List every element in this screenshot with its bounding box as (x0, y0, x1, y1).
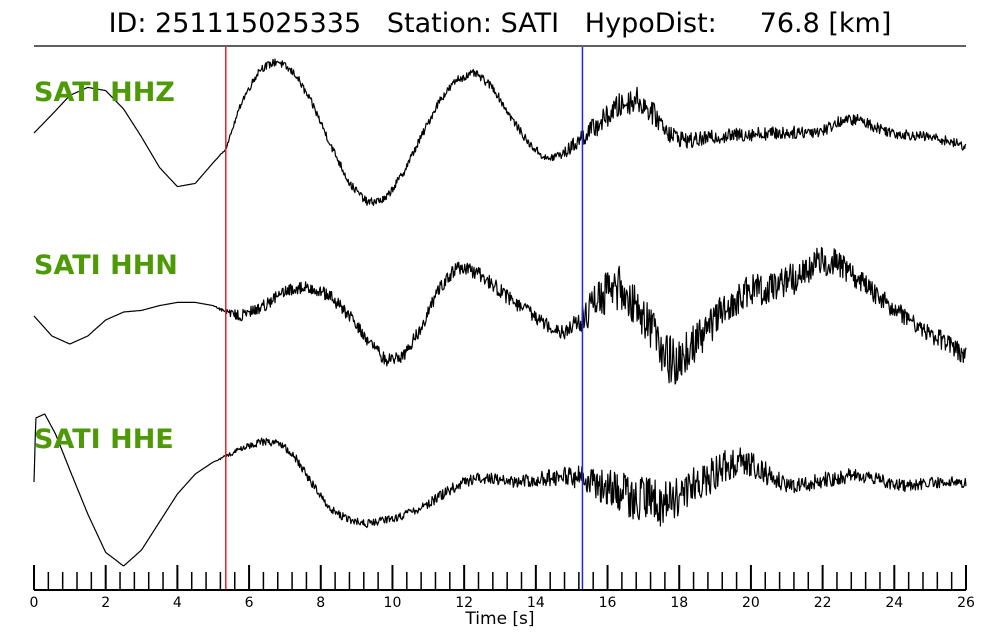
x-tick-label: 18 (670, 595, 688, 611)
trace-labels: SATI HHZ SATI HHN SATI HHE (34, 77, 178, 455)
x-tick-label: 24 (885, 595, 903, 611)
x-tick-label: 22 (814, 595, 832, 611)
x-tick-label: 2 (101, 595, 110, 611)
x-tick-label: 12 (455, 595, 473, 611)
hypocentral-distance: HypoDist: 76.8 [km] (584, 8, 892, 39)
waveform-trace-sati-hhz (33, 58, 967, 206)
x-tick-label: 26 (957, 595, 975, 611)
traces-layer (33, 58, 967, 567)
x-axis-label: Time [s] (464, 609, 534, 629)
waveform-trace-sati-hhe (33, 413, 967, 567)
x-tick-label: 8 (316, 595, 325, 611)
x-tick-label: 4 (173, 595, 182, 611)
trace-label-sati-hhz: SATI HHZ (34, 77, 175, 108)
x-tick-label: 20 (742, 595, 760, 611)
trace-label-sati-hhe: SATI HHE (34, 424, 174, 455)
x-tick-label: 10 (384, 595, 402, 611)
x-tick-label: 6 (245, 595, 254, 611)
station-name: Station: SATI (386, 8, 560, 39)
trace-label-sati-hhn: SATI HHN (34, 250, 178, 281)
phase-picks (225, 47, 584, 590)
x-tick-label: 16 (599, 595, 617, 611)
time-axis: 0 2 4 6 8 10 12 14 16 18 20 22 24 26 (30, 565, 975, 611)
event-id: ID: 251115025335 (108, 8, 362, 39)
x-tick-label: 14 (527, 595, 545, 611)
waveform-trace-sati-hhn (33, 247, 967, 385)
x-tick-label: 0 (30, 595, 39, 611)
chart-title: ID: 251115025335 Station: SATI HypoDist:… (0, 8, 1000, 39)
